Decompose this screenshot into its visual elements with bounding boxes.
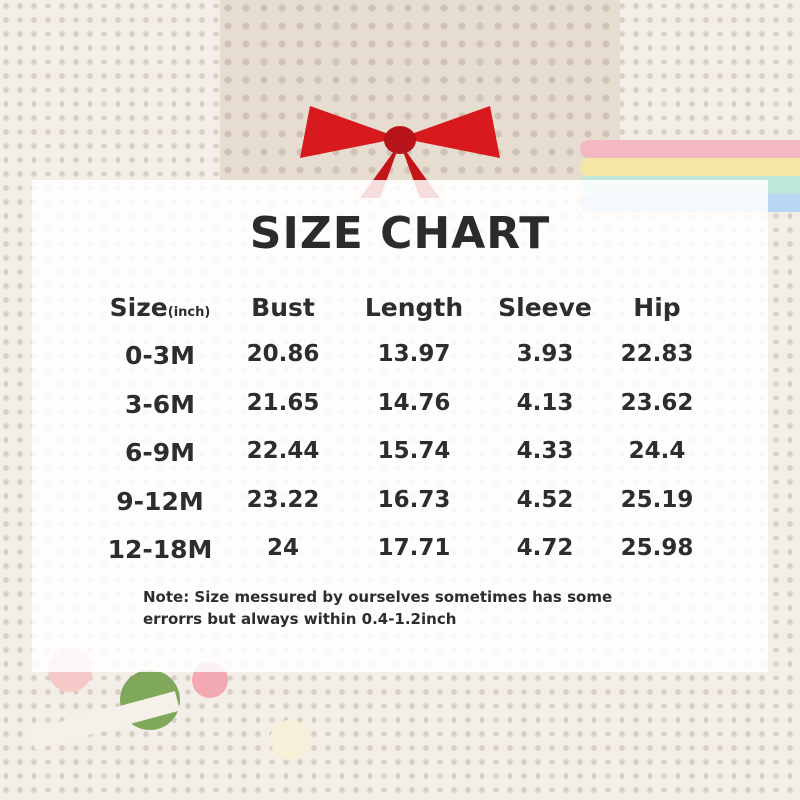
cell-size: 0-3M	[124, 341, 196, 370]
size-chart-panel	[32, 180, 768, 672]
header-hip: Hip	[633, 293, 681, 322]
header-size: Size(inch)	[110, 293, 211, 322]
measurement-note: Note: Size messured by ourselves sometim…	[143, 586, 683, 630]
header-length: Length	[364, 293, 464, 322]
cell-bust: 23.22	[246, 486, 320, 513]
note-line: Note: Size messured by ourselves sometim…	[143, 588, 613, 606]
header-unit: (inch)	[167, 305, 211, 320]
cell-hip: 23.62	[620, 389, 694, 416]
cell-length: 16.73	[377, 486, 451, 513]
cell-length: 13.97	[377, 341, 451, 367]
cell-bust: 24	[266, 535, 300, 561]
cell-size: 6-9M	[124, 438, 196, 467]
cell-length: 14.76	[377, 389, 451, 416]
cell-length: 15.74	[377, 438, 451, 464]
cell-sleeve: 4.13	[516, 389, 574, 416]
cell-bust: 22.44	[246, 438, 320, 464]
cell-hip: 22.83	[620, 341, 694, 367]
cell-hip: 25.98	[620, 535, 694, 561]
cell-sleeve: 4.72	[516, 535, 574, 561]
crochet-lace	[220, 0, 620, 180]
cell-sleeve: 4.52	[516, 486, 574, 513]
note-line: errorrs but always within 0.4-1.2inch	[143, 610, 457, 628]
cell-size: 12-18M	[107, 535, 213, 564]
cell-size: 9-12M	[116, 486, 204, 516]
header-label: Size	[109, 293, 168, 322]
cell-sleeve: 4.33	[516, 438, 574, 464]
cell-hip: 25.19	[620, 486, 694, 513]
cell-size: 3-6M	[124, 389, 196, 419]
header-bust: Bust	[251, 293, 315, 322]
cell-length: 17.71	[377, 535, 451, 561]
header-sleeve: Sleeve	[498, 293, 592, 322]
page-title: SIZE CHART	[249, 208, 551, 259]
cell-bust: 20.86	[246, 341, 320, 367]
cell-sleeve: 3.93	[516, 341, 574, 367]
cell-bust: 21.65	[246, 389, 320, 416]
cell-hip: 24.4	[628, 438, 686, 464]
